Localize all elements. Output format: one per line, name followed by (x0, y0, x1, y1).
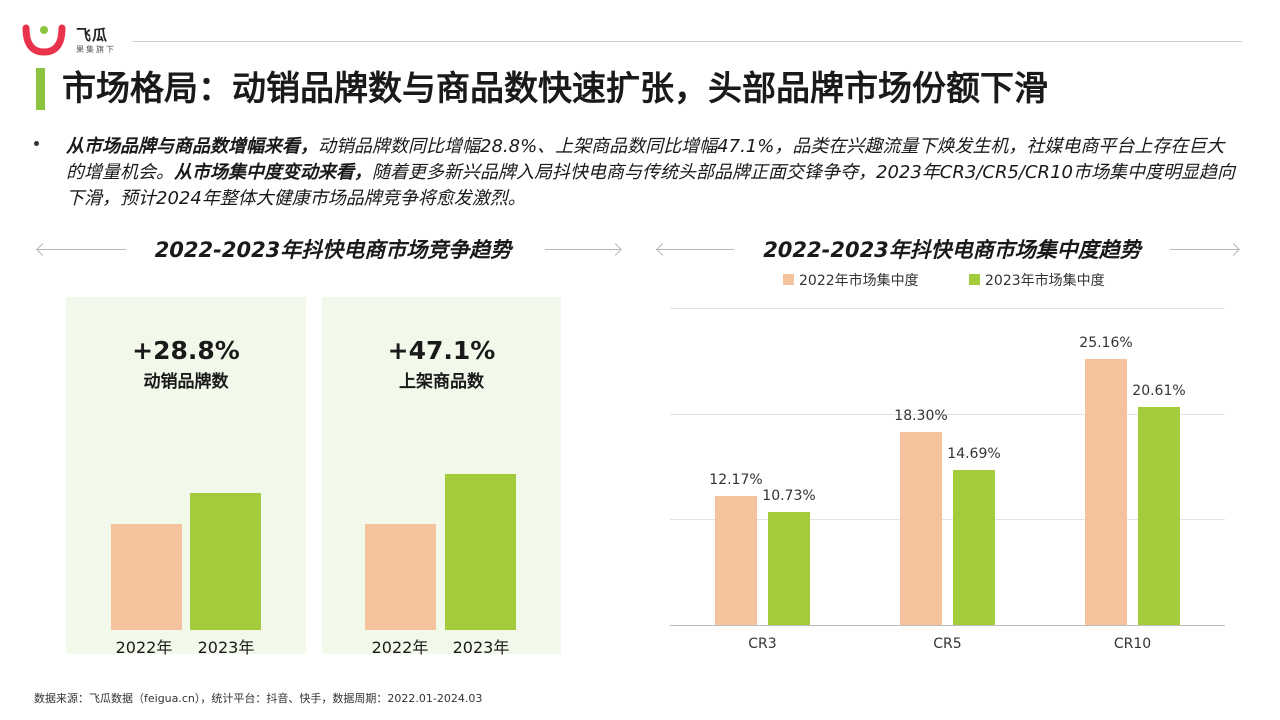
summary-lead-2: 从市场集中度变动来看， (174, 162, 372, 183)
legend-label-2023: 2023年市场集中度 (985, 273, 1105, 289)
category-label: CR5 (933, 636, 962, 652)
legend-swatch-2022 (783, 274, 794, 285)
data-label: 20.61% (1132, 383, 1186, 400)
brand-logo-icon (22, 24, 66, 56)
bar-cr10-2023 (1138, 407, 1180, 625)
brand-year-2022: 2022年 (115, 638, 173, 657)
bar-cr3-2022 (715, 496, 757, 625)
x-axis-line (670, 625, 1225, 626)
product-growth-label: 上架商品数 (399, 372, 484, 392)
data-label: 25.16% (1079, 335, 1133, 352)
left-arrow-icon (36, 243, 49, 256)
brand-count-panel (66, 297, 306, 654)
data-source-footer: 数据来源：飞瓜数据（feigua.cn），统计平台：抖音、快手，数据周期：202… (34, 692, 483, 705)
brand-subtitle: 果集旗下 (76, 45, 116, 54)
header-divider (132, 41, 1242, 42)
brand-growth-label: 动销品牌数 (143, 372, 229, 392)
bar-cr5-2023 (953, 469, 995, 625)
bar-cr10-2022 (1085, 359, 1127, 625)
bar-cr5-2022 (900, 431, 942, 625)
product-growth-value: +47.1% (387, 336, 496, 365)
summary-text-2: 随着更多新兴品牌入局抖快电商与传统头部品牌正面交锋争夺，2023年CR3/CR5… (66, 162, 1235, 209)
product-count-panel (322, 297, 561, 654)
category-label: CR3 (748, 636, 777, 652)
summary-text-1: 动销品牌数同比增幅28.8%、上架商品数同比增幅47.1%，品类在兴趣流量下焕发… (66, 136, 1225, 183)
product-bar-2022 (365, 524, 436, 630)
data-label: 14.69% (947, 445, 1001, 462)
right-heading-rule-left (656, 249, 734, 250)
summary-lead-1: 从市场品牌与商品数增幅来看， (66, 136, 318, 157)
gridline (670, 414, 1225, 415)
page-title: 市场格局：动销品牌数与商品数快速扩张，头部品牌市场份额下滑 (62, 69, 1048, 109)
legend-label-2022: 2022年市场集中度 (799, 273, 919, 289)
summary-paragraph: 从市场品牌与商品数增幅来看，动销品牌数同比增幅28.8%、上架商品数同比增幅47… (66, 134, 1236, 212)
data-label: 10.73% (762, 487, 816, 504)
brand-year-2023: 2023年 (197, 638, 255, 657)
data-label: 12.17% (709, 472, 763, 489)
left-section-title: 2022-2023年抖快电商市场竞争趋势 (154, 238, 512, 262)
right-arrow-icon (1227, 243, 1240, 256)
gridline (670, 308, 1225, 309)
left-heading-rule-right (545, 249, 620, 250)
right-heading-rule-right (1170, 249, 1238, 250)
right-arrow-icon (609, 243, 622, 256)
product-year-2022: 2022年 (371, 638, 429, 657)
brand-growth-value: +28.8% (132, 336, 240, 365)
left-arrow-icon (656, 243, 669, 256)
title-accent-bar (36, 68, 45, 110)
right-section-title: 2022-2023年抖快电商市场集中度趋势 (763, 238, 1141, 262)
brand-bar-2022 (111, 524, 182, 630)
brand-name: 飞瓜 (76, 26, 109, 44)
data-label: 18.30% (894, 407, 948, 424)
gridline (670, 519, 1225, 520)
bullet-dot (34, 141, 39, 146)
product-year-2023: 2023年 (452, 638, 510, 657)
bar-cr3-2023 (768, 511, 810, 625)
brand-bar-2023 (190, 493, 261, 630)
product-bar-2023 (445, 474, 516, 630)
left-heading-rule-left (36, 249, 126, 250)
category-label: CR10 (1113, 636, 1152, 652)
legend-swatch-2023 (969, 274, 980, 285)
